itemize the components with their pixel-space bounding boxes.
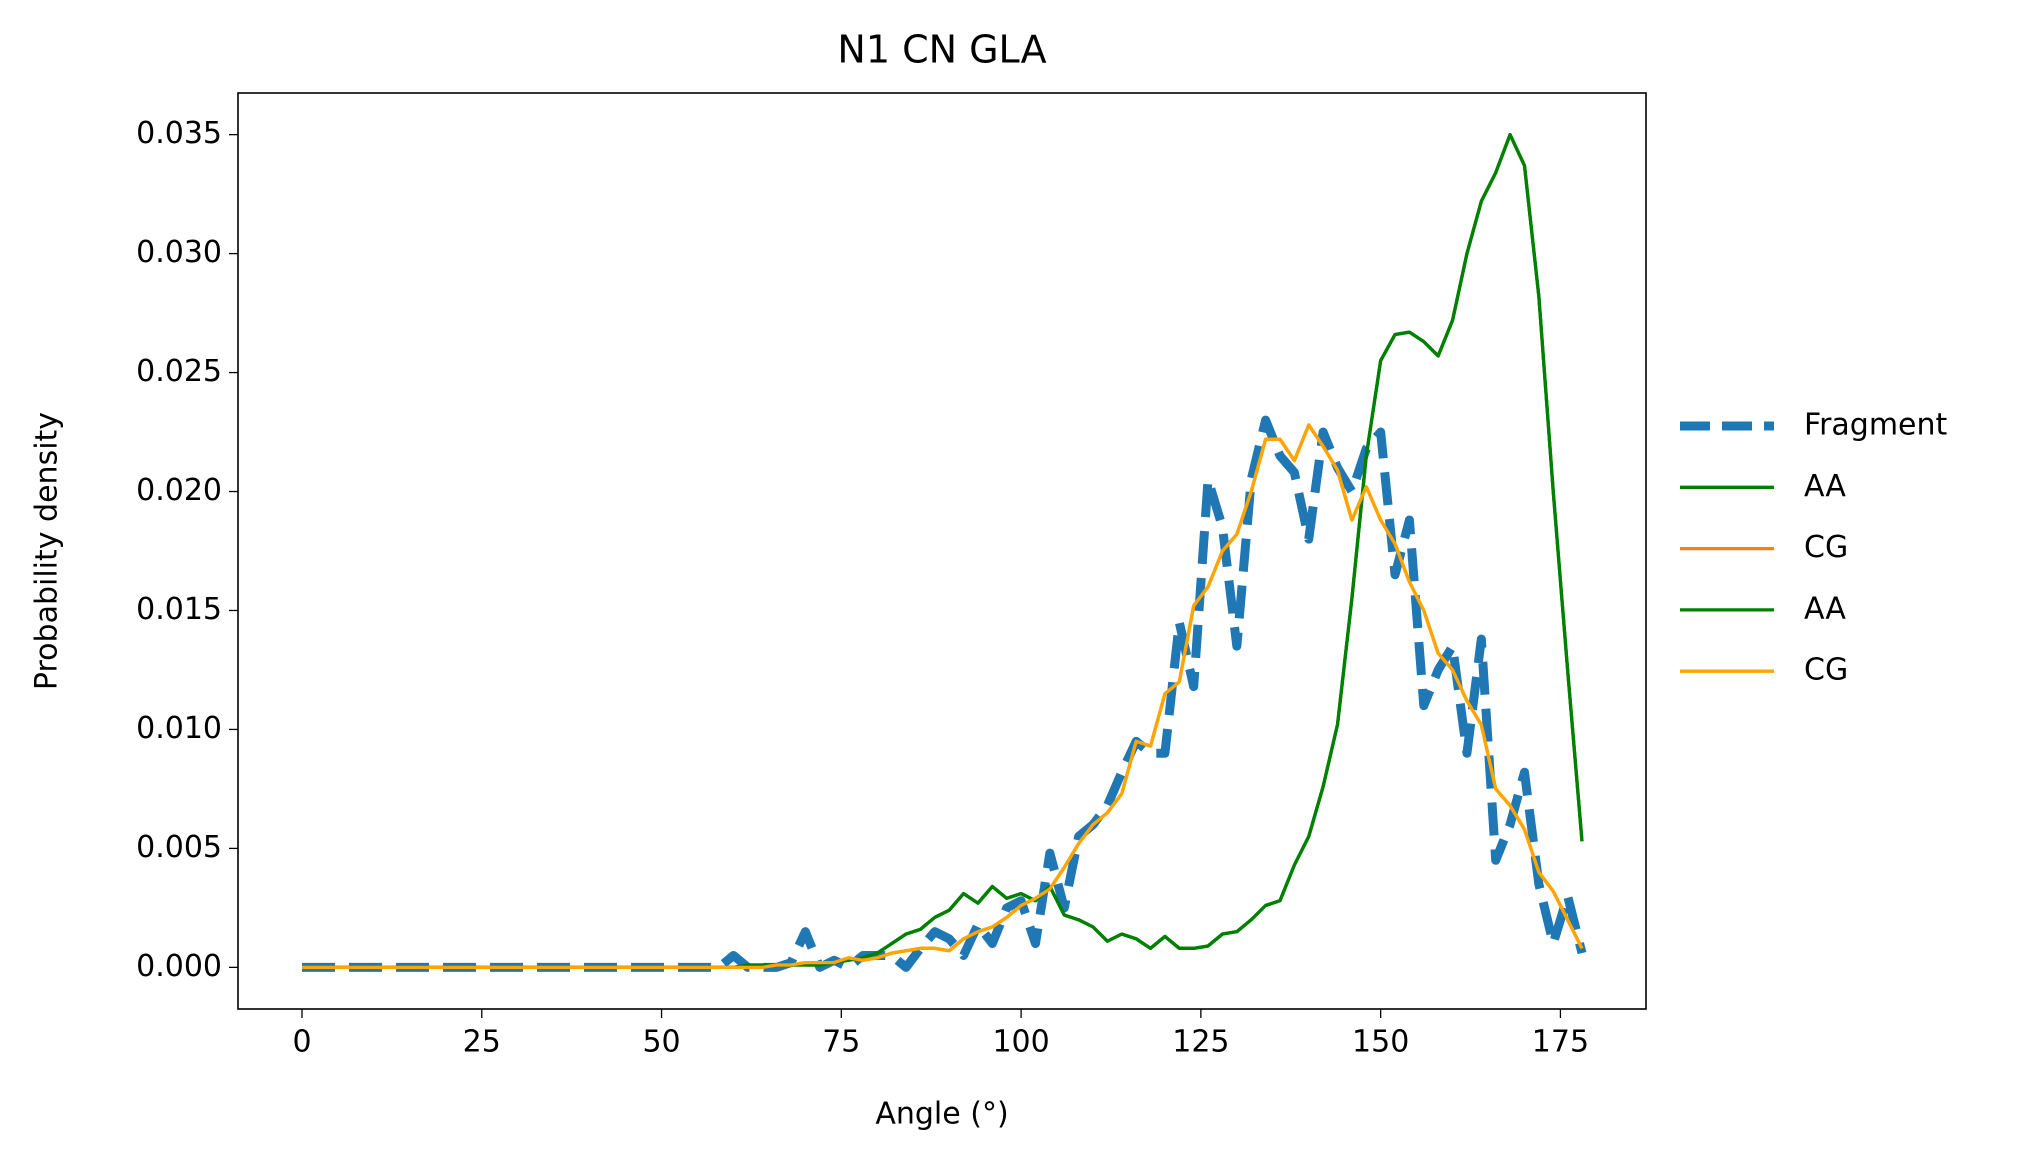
y-tick-label: 0.035	[136, 116, 222, 151]
y-tick-label: 0.010	[136, 711, 222, 746]
y-tick-label: 0.025	[136, 354, 222, 389]
x-tick-label: 50	[642, 1025, 680, 1060]
plot-frame	[237, 92, 1647, 1010]
series-line	[302, 423, 1584, 970]
x-tick-label: 125	[1172, 1025, 1229, 1060]
x-axis-label: Angle (°)	[875, 1097, 1008, 1132]
y-tick-label: 0.030	[136, 235, 222, 270]
y-tick-label: 0.015	[136, 592, 222, 627]
y-tick-label: 0.005	[136, 830, 222, 865]
legend-label: CG	[1804, 653, 1848, 688]
y-tick-label: 0.020	[136, 473, 222, 508]
x-tick-label: 75	[822, 1025, 860, 1060]
legend-label: AA	[1804, 469, 1846, 504]
series-line	[302, 415, 1587, 972]
legend-label: CG	[1804, 530, 1848, 565]
x-tick-label: 25	[463, 1025, 501, 1060]
x-tick-label: 150	[1352, 1025, 1409, 1060]
x-tick-label: 0	[292, 1025, 311, 1060]
series-line	[302, 423, 1584, 970]
x-tick-label: 175	[1532, 1025, 1589, 1060]
y-tick-label: 0.000	[136, 949, 222, 984]
legend-label: AA	[1804, 591, 1846, 626]
legend-label: Fragment	[1804, 408, 1948, 443]
chart-title: N1 CN GLA	[837, 28, 1046, 72]
y-axis-label: Probability density	[30, 412, 65, 690]
x-tick-label: 100	[992, 1025, 1049, 1060]
